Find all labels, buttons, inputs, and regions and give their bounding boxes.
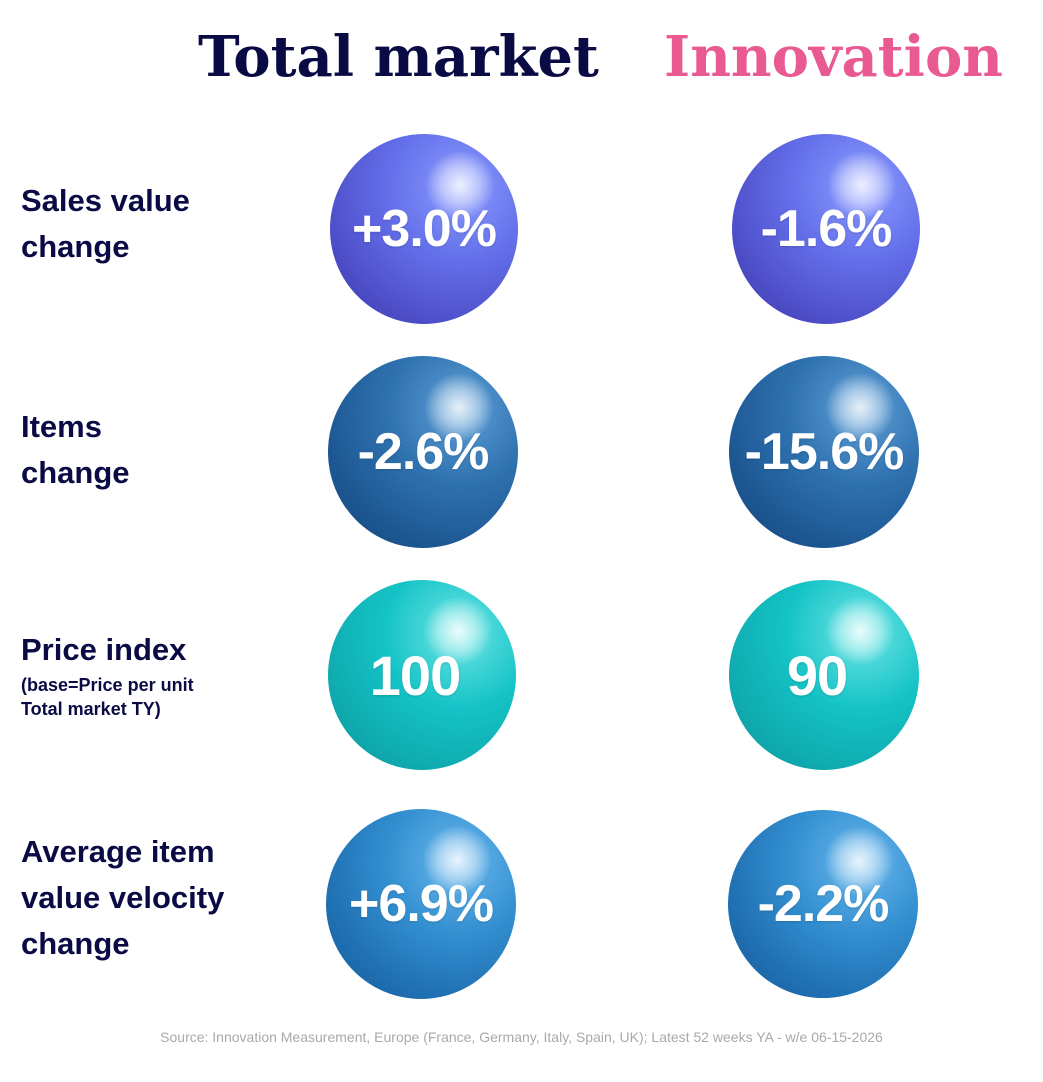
row-label-line: Average item [21, 834, 215, 869]
row-label-velocity: Average item value velocity change [21, 829, 224, 967]
sphere-value: -2.2% [757, 875, 890, 933]
sphere-sales-total-market: +3.0% [330, 134, 518, 324]
row-label-line: change [21, 926, 130, 961]
sphere-velocity-innovation: -2.2% [728, 810, 918, 998]
column-heading-total-market: Total market [198, 24, 599, 90]
row-label-line: change [21, 455, 130, 490]
sphere-price-innovation: 90 [729, 580, 919, 770]
sphere-velocity-total-market: +6.9% [326, 809, 516, 999]
source-note: Source: Innovation Measurement, Europe (… [160, 1029, 883, 1045]
column-heading-innovation: Innovation [664, 24, 1004, 90]
sphere-value: -15.6% [744, 423, 905, 481]
row-label-line: change [21, 229, 130, 264]
sphere-value: +3.0% [352, 200, 497, 258]
row-label-line: Items [21, 409, 102, 444]
sphere-price-total-market: 100 [328, 580, 516, 770]
sphere-items-innovation: -15.6% [729, 356, 919, 548]
row-label-subline: (base=Price per unit [21, 675, 194, 695]
sphere-value: -2.6% [357, 423, 490, 481]
row-label-price-index: Price index (base=Price per unit Total m… [21, 627, 194, 721]
row-label-line: Price index [21, 632, 187, 667]
sphere-value: -1.6% [760, 200, 893, 258]
sphere-value: 90 [786, 643, 848, 707]
sphere-value: +6.9% [349, 875, 494, 933]
row-label-line: Sales value [21, 183, 190, 218]
row-label-subline: Total market TY) [21, 699, 161, 719]
row-label-items: Items change [21, 404, 130, 496]
row-label-line: value velocity [21, 880, 225, 915]
row-label-sales-value: Sales value change [21, 178, 190, 270]
sphere-value: 100 [369, 643, 461, 707]
sphere-items-total-market: -2.6% [328, 356, 518, 548]
sphere-sales-innovation: -1.6% [732, 134, 920, 324]
